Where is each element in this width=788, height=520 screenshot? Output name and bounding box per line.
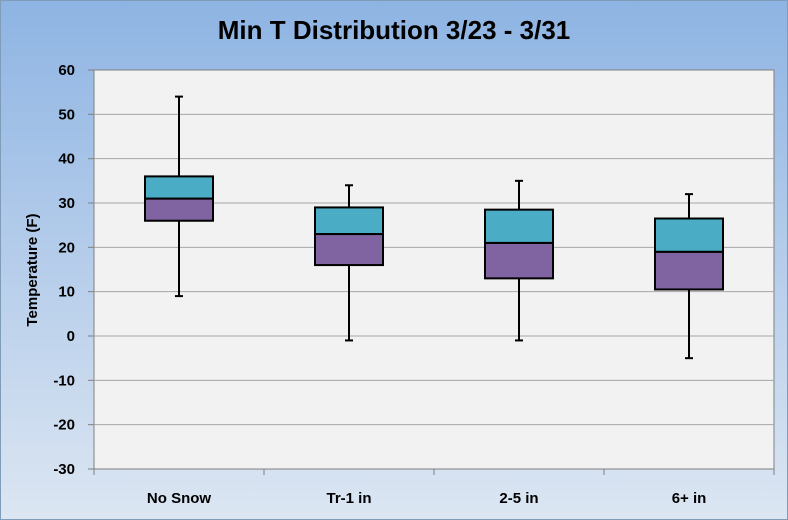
box-1: [144, 95, 214, 298]
y-tick-label: 20: [58, 239, 75, 256]
box-4: [654, 193, 724, 360]
y-tick-label: 60: [58, 62, 75, 79]
y-axis-ticks: 60 50 40 30 20 10 0 -10 -20 -30: [53, 62, 94, 478]
y-axis-title: Temperature (F): [24, 213, 41, 326]
box-upper-median-q3: [484, 208, 554, 244]
x-axis-ticks: No Snow Tr-1 in 2-5 in 6+ in: [93, 469, 775, 507]
box-series: [144, 95, 724, 360]
x-tick-label: 2-5 in: [499, 490, 538, 507]
box-upper-median-q3: [144, 175, 214, 200]
y-tick-label: 10: [58, 284, 75, 301]
x-tick-label: Tr-1 in: [326, 490, 371, 507]
y-tick-label: -20: [53, 417, 75, 434]
box-lower-q1-median: [654, 250, 724, 291]
y-tick-label: -30: [53, 461, 75, 478]
x-tick-label: 6+ in: [672, 490, 707, 507]
box-lower-q1-median: [484, 241, 554, 280]
box-lower-q1-median: [314, 233, 384, 267]
y-tick-label: 40: [58, 151, 75, 168]
box-2: [314, 184, 384, 342]
box-3: [484, 179, 554, 342]
x-tick-label: No Snow: [147, 490, 211, 507]
box-upper-median-q3: [314, 206, 384, 236]
y-tick-label: 50: [58, 106, 75, 123]
chart-title: Min T Distribution 3/23 - 3/31: [218, 15, 571, 45]
y-tick-label: 0: [67, 328, 75, 345]
box-lower-q1-median: [144, 197, 214, 222]
y-tick-label: 30: [58, 195, 75, 212]
y-tick-label: -10: [53, 372, 75, 389]
box-upper-median-q3: [654, 217, 724, 253]
